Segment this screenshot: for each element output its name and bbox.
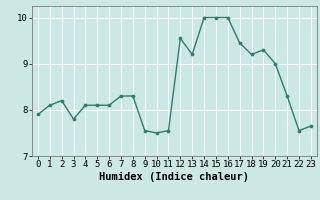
X-axis label: Humidex (Indice chaleur): Humidex (Indice chaleur) [100, 172, 249, 182]
